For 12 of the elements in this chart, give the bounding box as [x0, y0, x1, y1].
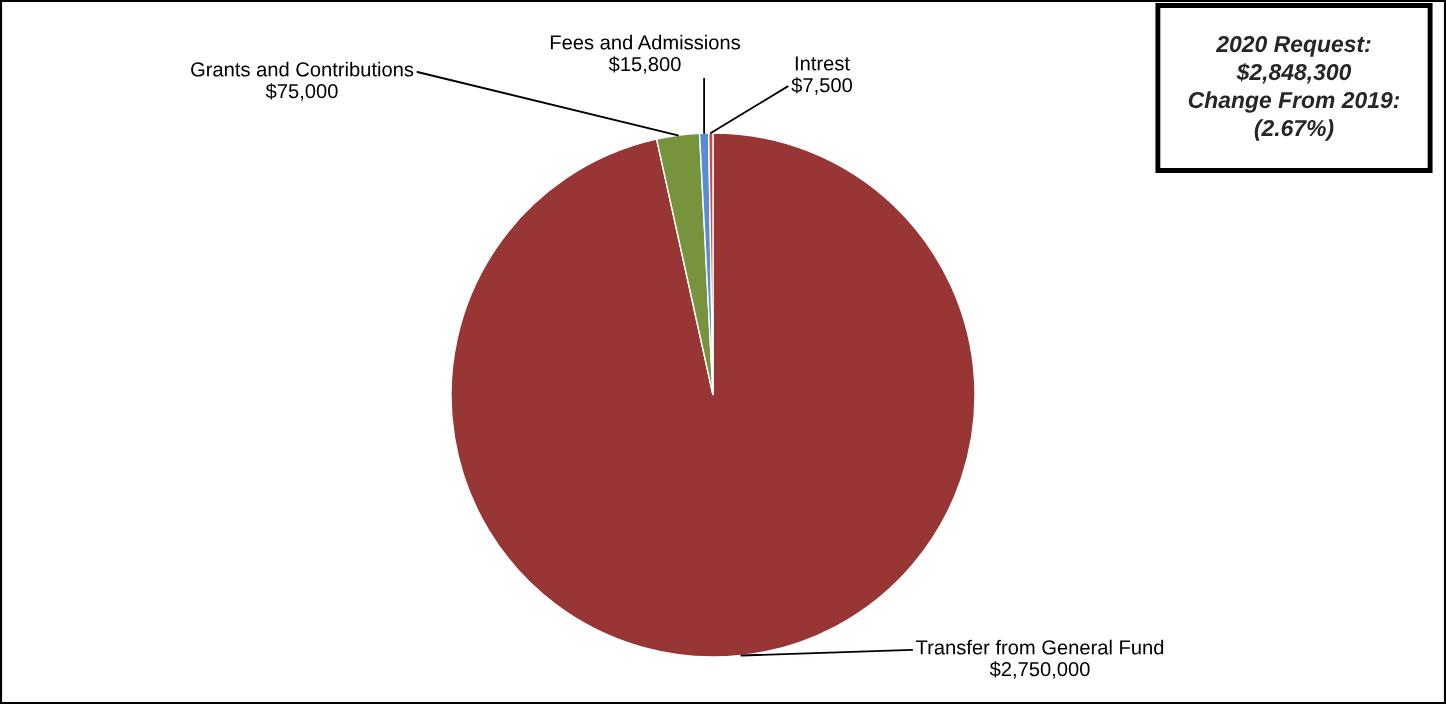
data-label: $75,000 [265, 83, 338, 101]
text: Change From 2019: [1188, 91, 1400, 113]
text: (2.67%) [1254, 119, 1334, 141]
data-label: $2,750,000 [989, 661, 1090, 679]
slice-label: Transfer from General Fund [916, 639, 1164, 655]
slice-label: Grants and Contributions [191, 61, 414, 77]
text: 2020 Request: [1215, 35, 1371, 57]
text: $2,848,300 [1236, 62, 1352, 84]
data-label: $15,800 [608, 56, 681, 74]
slice-label: Intrest [795, 56, 850, 71]
data-label: $7,500 [791, 77, 853, 95]
slice-label: Fees and Admissions [550, 34, 740, 50]
